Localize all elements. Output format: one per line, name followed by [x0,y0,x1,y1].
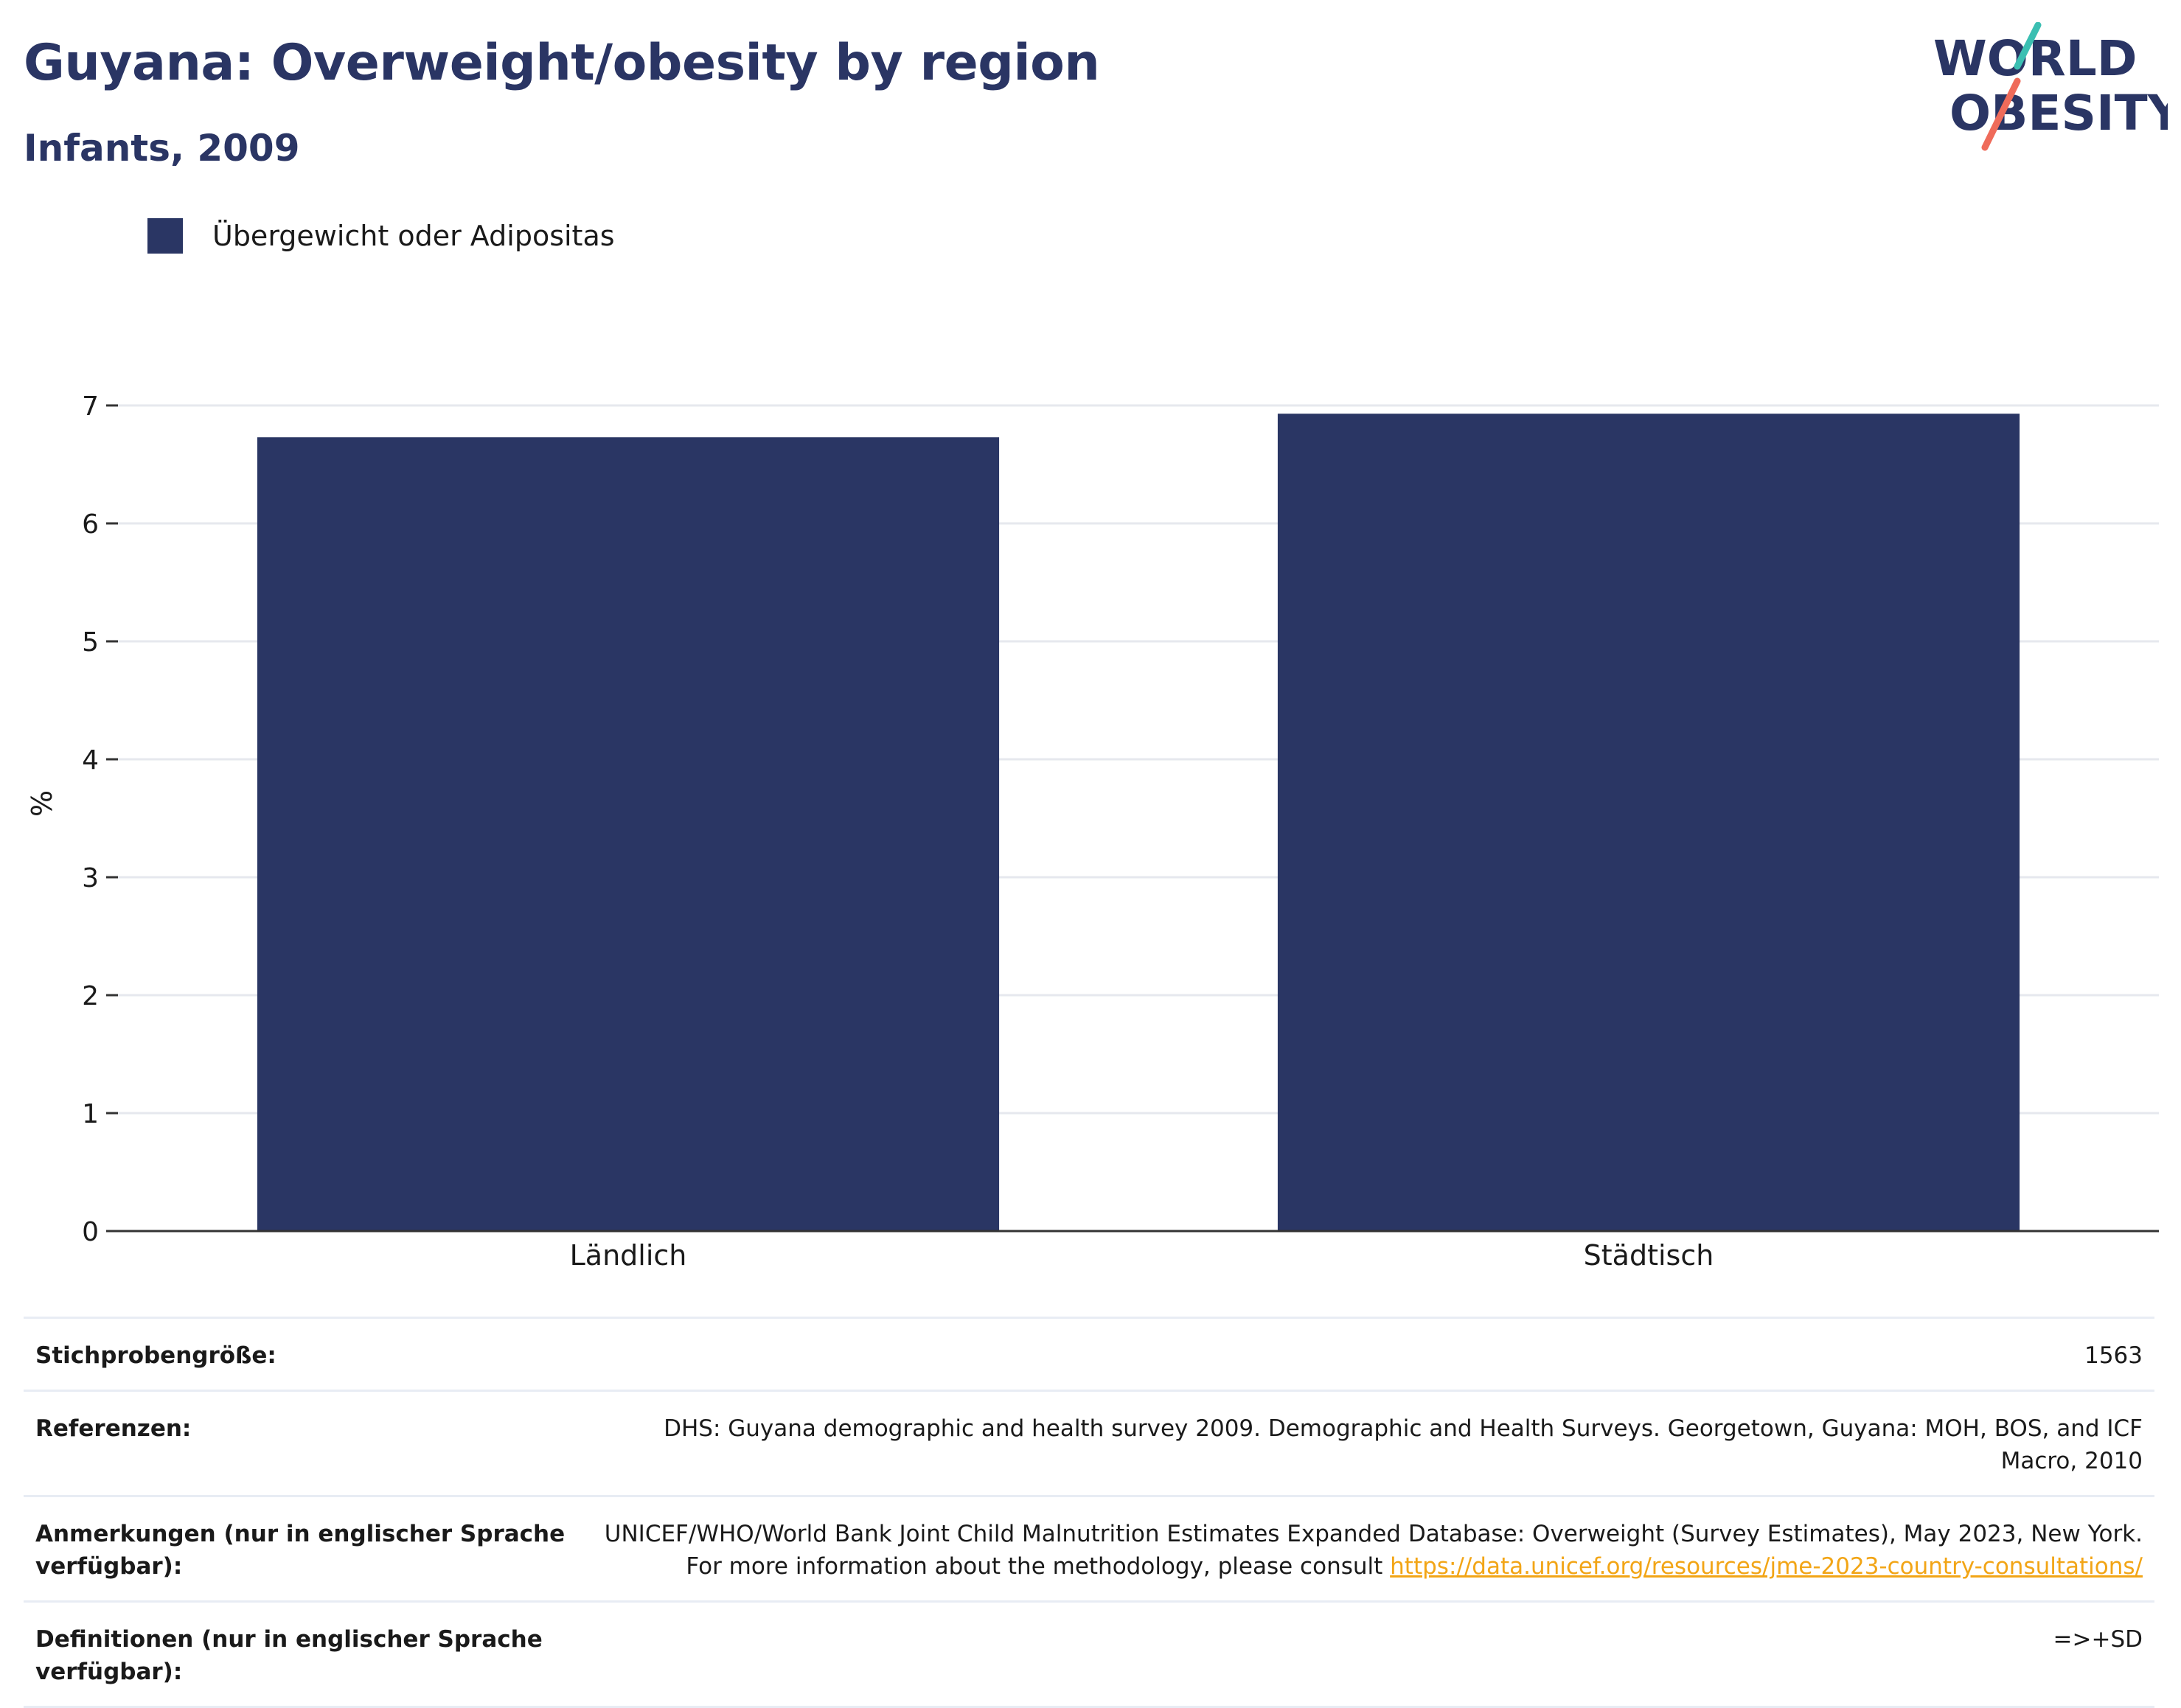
info-row-sample-size: Stichprobengröße: 1563 [24,1317,2154,1390]
y-tick-label: 3 [82,863,99,893]
bar-ländlich[interactable] [257,437,1000,1232]
chart-subtitle: Infants, 2009 [24,127,300,170]
legend-swatch [147,218,183,254]
logo-text-world: WORLD [1933,30,2137,87]
legend-label: Übergewicht oder Adipositas [212,220,615,252]
sample-size-label: Stichprobengröße: [35,1342,276,1369]
bar-städtisch[interactable] [1277,414,2020,1232]
info-row-notes: Anmerkungen (nur in englischer Sprache v… [24,1495,2154,1600]
world-obesity-logo: WORLD OBESITY [1933,22,2168,151]
notes-value: UNICEF/WHO/World Bank Joint Child Malnut… [604,1521,2143,1580]
references-label: Referenzen: [35,1415,192,1442]
info-row-definitions: Definitionen (nur in englischer Sprache … [24,1600,2154,1708]
y-tick-label: 2 [82,981,99,1011]
info-table: Stichprobengröße: 1563 Referenzen: DHS: … [24,1317,2154,1708]
x-tick-label: Städtisch [1584,1239,1714,1272]
info-row-references: Referenzen: DHS: Guyana demographic and … [24,1390,2154,1495]
y-tick-label: 6 [82,509,99,540]
axes: 0 1 2 3 4 5 6 7 Ländlich Städtisch [82,391,2159,1272]
y-tick-label: 5 [82,627,99,658]
y-tick-label: 0 [82,1217,99,1247]
logo-text-obesity: OBESITY [1949,85,2168,142]
y-axis-label: % [26,790,58,817]
bar-chart: 0 1 2 3 4 5 6 7 Ländlich Städtisch % [26,391,2159,1272]
y-tick-label: 1 [82,1099,99,1129]
x-tick-label: Ländlich [570,1239,687,1272]
logo-slash-coral [1981,77,2021,151]
sample-size-value: 1563 [2084,1342,2143,1369]
bars [257,414,2020,1232]
references-value: DHS: Guyana demographic and health surve… [664,1415,2143,1474]
definitions-label: Definitionen (nur in englischer Sprache … [35,1626,543,1685]
logo-slash-teal [2014,22,2042,70]
legend[interactable]: Übergewicht oder Adipositas [147,218,615,254]
definitions-value: =>+SD [2053,1626,2143,1653]
y-tick-label: 7 [82,391,99,422]
notes-value-container: UNICEF/WHO/World Bank Joint Child Malnut… [596,1518,2143,1583]
chart-title: Guyana: Overweight/obesity by region [24,34,1100,92]
methodology-link[interactable]: https://data.unicef.org/resources/jme-20… [1390,1553,2143,1580]
y-tick-label: 4 [82,745,99,775]
notes-label: Anmerkungen (nur in englischer Sprache v… [35,1521,566,1580]
